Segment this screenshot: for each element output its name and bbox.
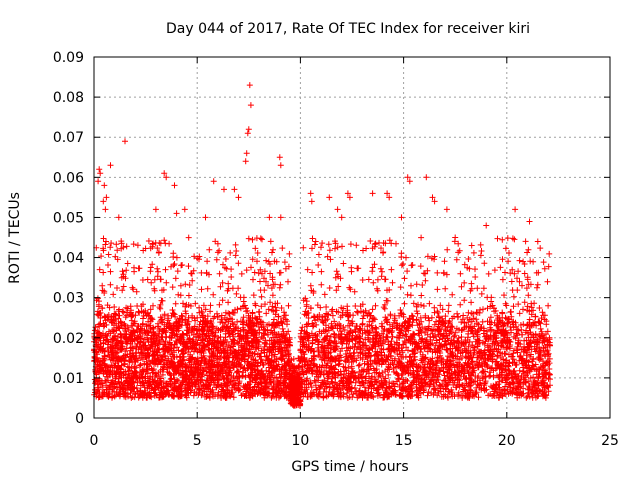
- y-tick-label: 0.05: [53, 210, 84, 226]
- axis-ticks: 0 0.01 0.02 0.03 0.04 0.05 0.06 0.07 0.08 0.09 0 5 1…: [53, 50, 619, 449]
- x-tick-label: 20: [498, 433, 516, 449]
- y-tick-label: 0.08: [53, 90, 84, 106]
- y-tick-label: 0: [75, 411, 84, 427]
- data-points: [91, 82, 553, 409]
- plot-frame: [93, 56, 611, 419]
- y-tick-label: 0.04: [53, 251, 84, 267]
- x-tick-label: 5: [193, 433, 202, 449]
- y-tick-label: 0.07: [53, 130, 84, 146]
- x-tick-label: 15: [395, 433, 413, 449]
- roti-markers: [91, 82, 553, 409]
- x-tick-label: 10: [291, 433, 309, 449]
- y-tick-label: 0.03: [53, 291, 84, 307]
- y-axis-label: ROTI / TECUs: [7, 192, 23, 284]
- x-tick-label: 25: [601, 433, 619, 449]
- y-tick-label: 0.02: [53, 331, 84, 347]
- x-axis-label: GPS time / hours: [291, 459, 408, 475]
- y-tick-label: 0.09: [53, 50, 84, 66]
- chart-title: Day 044 of 2017, Rate Of TEC Index for r…: [166, 21, 530, 37]
- x-tick-label: 0: [90, 433, 99, 449]
- y-tick-label: 0.01: [53, 371, 84, 387]
- y-tick-label: 0.06: [53, 170, 84, 186]
